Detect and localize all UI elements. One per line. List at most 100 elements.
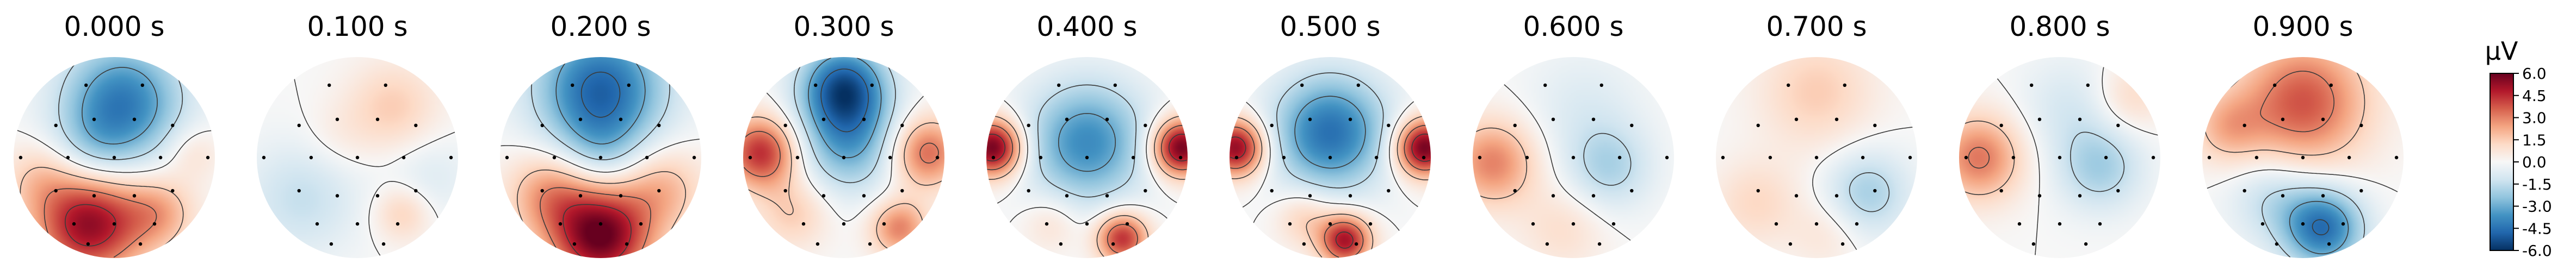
sensor-marker	[842, 222, 846, 226]
sensor-marker	[868, 242, 872, 246]
sensor-marker	[1282, 155, 1286, 160]
sensor-marker	[1834, 194, 1839, 198]
sensor-marker	[1513, 123, 1517, 127]
sensor-marker	[449, 155, 453, 160]
sensor-marker	[112, 222, 116, 226]
sensor-marker	[1113, 83, 1117, 87]
sensor-marker	[1085, 155, 1089, 160]
sensor-marker	[1599, 83, 1603, 87]
colorbar-gradient	[2489, 73, 2514, 251]
sensor-marker	[882, 222, 886, 226]
sensor-marker	[66, 155, 70, 160]
sensor-marker	[315, 222, 319, 226]
topomap-time-label: 0.700 s	[1766, 11, 1867, 42]
sensor-marker	[1111, 242, 1115, 246]
sensor-marker	[1065, 117, 1069, 121]
topomap-contours	[1960, 57, 2160, 258]
sensor-marker	[1234, 155, 1239, 160]
topomap-panel-9: 0.900 s	[2202, 11, 2404, 258]
sensor-marker	[1861, 155, 1865, 160]
sensor-marker	[578, 117, 583, 121]
sensor-marker	[297, 189, 301, 193]
sensor-marker	[783, 189, 787, 193]
topomap-panel-8: 0.800 s	[1959, 11, 2160, 258]
topomap-time-label: 0.200 s	[550, 11, 651, 42]
sensor-marker	[1059, 242, 1063, 246]
topomap-panel-2: 0.200 s	[500, 11, 701, 258]
sensor-marker	[1843, 83, 1846, 87]
sensor-marker	[132, 194, 137, 198]
sensor-marker	[552, 155, 557, 160]
topomap-panel-7: 0.700 s	[1716, 11, 1917, 258]
sensor-marker	[1814, 155, 1819, 160]
sensor-marker	[1611, 222, 1616, 226]
sensor-marker	[1302, 242, 1306, 246]
colorbar-tick-label: 0.0	[2522, 153, 2547, 171]
sensor-marker	[1387, 123, 1391, 127]
sensor-marker	[540, 189, 544, 193]
sensor-marker	[84, 83, 88, 87]
sensor-marker	[2058, 155, 2062, 160]
sensor-marker	[1794, 194, 1799, 198]
sensor-marker	[888, 155, 892, 160]
sensor-marker	[92, 117, 96, 121]
topomap-contours	[1812, 126, 1917, 258]
sensor-marker	[158, 155, 163, 160]
sensor-marker	[1525, 155, 1529, 160]
colorbar-tick-label: 1.5	[2522, 131, 2547, 149]
colorbar: µV 6.0 4.5 3.0 1.5 0.0 -1.5 -3.0 -4.5 -6.0	[2485, 36, 2552, 260]
sensor-marker	[2301, 155, 2305, 160]
sensor-marker	[381, 242, 386, 246]
sensor-marker	[2116, 189, 2120, 193]
sensor-marker	[1125, 222, 1129, 226]
sensor-marker	[1814, 222, 1819, 226]
sensor-marker	[2275, 242, 2279, 246]
sensor-marker	[748, 155, 752, 160]
colorbar-label: µV	[2485, 36, 2518, 66]
sensor-marker	[657, 189, 661, 193]
sensor-marker	[375, 194, 380, 198]
sensor-marker	[2359, 189, 2363, 193]
sensor-marker	[1356, 83, 1360, 87]
sensor-marker	[401, 155, 406, 160]
sensor-marker	[309, 155, 313, 160]
sensor-marker	[2086, 83, 2090, 87]
sensor-marker	[86, 242, 90, 246]
topomap-time-label: 0.800 s	[2009, 11, 2110, 42]
sensor-marker	[2104, 155, 2108, 160]
sensor-marker	[1065, 194, 1069, 198]
sensor-marker	[1354, 242, 1358, 246]
sensor-marker	[1999, 123, 2003, 127]
sensor-marker	[1545, 242, 1549, 246]
sensor-marker	[1551, 117, 1555, 121]
sensor-marker	[1964, 155, 1968, 160]
sensor-marker	[2327, 242, 2331, 246]
sensor-marker	[1105, 117, 1109, 121]
sensor-marker	[396, 222, 400, 226]
sensor-marker	[2151, 155, 2155, 160]
sensor-marker	[1768, 155, 1772, 160]
sensor-marker	[783, 123, 787, 127]
sensor-marker	[1531, 222, 1535, 226]
sensor-marker	[140, 83, 144, 87]
sensor-marker	[1794, 117, 1799, 121]
topomap-contours	[987, 84, 1187, 258]
sensor-marker	[558, 222, 563, 226]
sensor-marker	[571, 83, 574, 87]
colorbar-tick-label: 6.0	[2522, 65, 2547, 83]
sensor-marker	[2243, 189, 2246, 193]
sensor-marker	[375, 117, 380, 121]
sensor-marker	[1328, 222, 1332, 226]
sensor-marker	[1840, 242, 1845, 246]
sensor-marker	[2037, 194, 2042, 198]
sensor-marker	[2098, 222, 2102, 226]
sensor-marker	[935, 155, 940, 160]
sensor-marker	[1348, 117, 1352, 121]
sensor-marker	[1721, 155, 1725, 160]
sensor-marker	[1788, 242, 1793, 246]
sensor-marker	[1308, 194, 1312, 198]
colorbar-ticks: 6.0 4.5 3.0 1.5 0.0 -1.5 -3.0 -4.5 -6.0	[2513, 65, 2552, 260]
sensor-marker	[2321, 194, 2325, 198]
sensor-marker	[18, 155, 23, 160]
